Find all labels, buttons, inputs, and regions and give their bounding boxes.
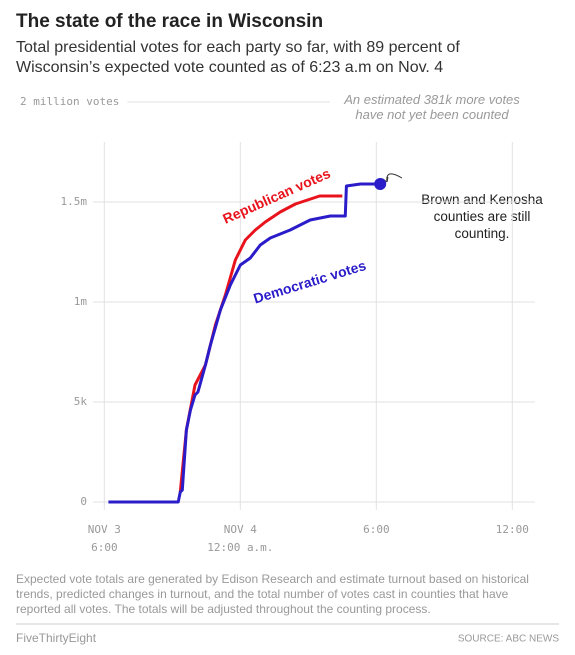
- x-tick-label: 12:00: [496, 523, 529, 536]
- x-tick-label: NOV 3 6:00: [88, 523, 121, 554]
- y-tick-label: 1m: [74, 295, 88, 308]
- series-label: Democratic votes: [251, 257, 367, 306]
- series-line: [178, 194, 343, 493]
- x-tick-label: 6:00: [363, 523, 390, 536]
- y-tick-label: 2 million votes: [20, 95, 119, 108]
- chart-subtitle: Total presidential votes for each party …: [16, 39, 460, 76]
- y-tick-label: 1.5m: [61, 195, 88, 208]
- annotation: An estimated 381k more votes have not yet…: [343, 92, 520, 122]
- end-point: [374, 178, 387, 190]
- series-line: [108, 182, 381, 504]
- annotation: Brown and Kenosha counties are still count…: [421, 192, 543, 241]
- x-tick-label: NOV 4 12:00 a.m.: [207, 523, 273, 554]
- chart-title: The state of the race in Wisconsin: [16, 11, 323, 32]
- source: SOURCE: ABC NEWS: [458, 634, 559, 645]
- annotation-arrow: [386, 173, 403, 183]
- y-tick-label: 5k: [74, 395, 88, 408]
- y-tick-label: 0: [80, 495, 87, 508]
- brand: FiveThirtyEight: [16, 631, 97, 645]
- footnote: Expected vote totals are generated by Ed…: [16, 572, 529, 616]
